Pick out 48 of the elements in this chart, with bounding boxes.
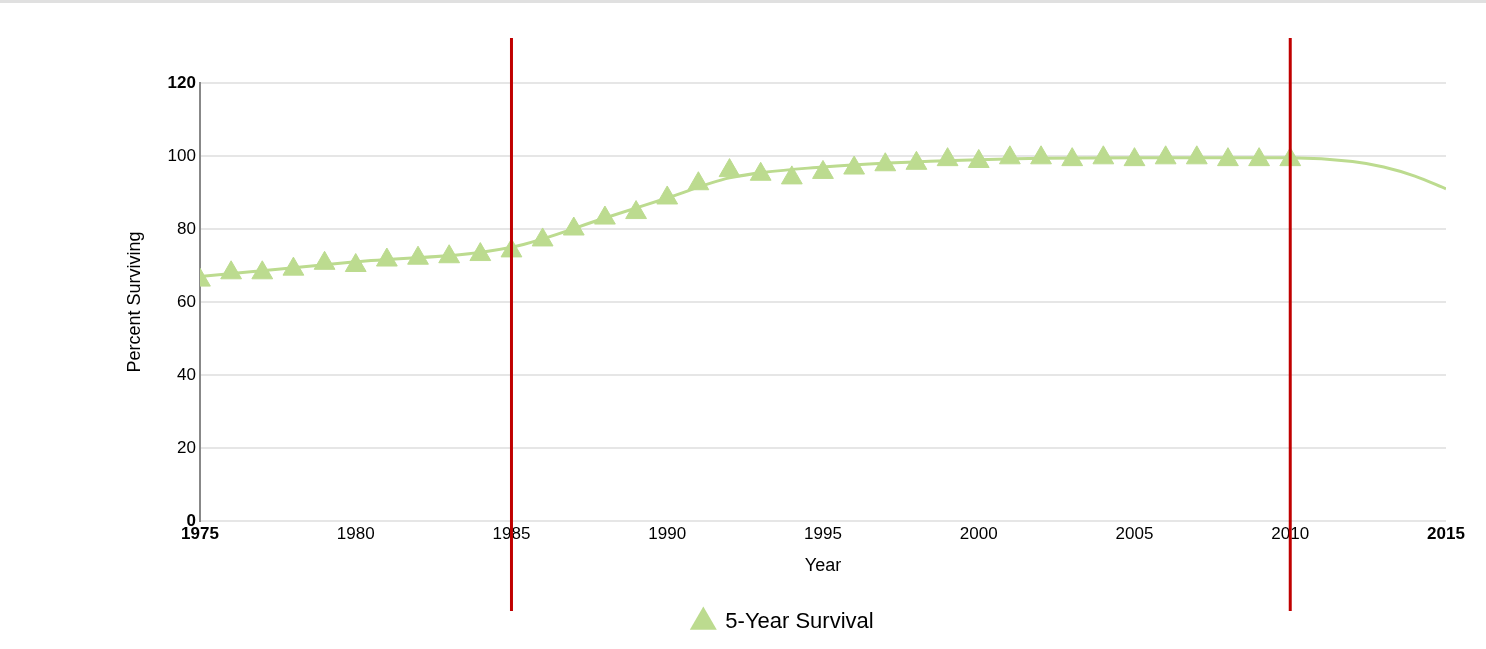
point <box>1030 145 1052 165</box>
y-tick-label: 20 <box>177 437 196 457</box>
point <box>562 216 585 236</box>
point <box>282 256 305 276</box>
x-tick-label: 1990 <box>648 523 687 543</box>
point <box>625 200 647 220</box>
point <box>438 244 461 264</box>
point <box>843 155 866 175</box>
point <box>594 205 616 225</box>
point <box>780 165 803 185</box>
y-axis-title: Percent Surviving <box>123 231 144 373</box>
point <box>1248 147 1270 167</box>
legend-label: 5-Year Survival <box>725 608 874 634</box>
y-tick-label: 120 <box>167 72 196 92</box>
point <box>812 159 834 179</box>
point <box>936 147 959 167</box>
point <box>531 227 554 247</box>
point <box>220 260 243 280</box>
point <box>1185 145 1208 165</box>
point <box>313 250 336 270</box>
point <box>656 185 679 205</box>
y-tick-label: 40 <box>177 364 196 384</box>
point <box>718 158 741 178</box>
x-tick-label: 2000 <box>959 523 998 543</box>
point <box>999 145 1021 165</box>
point <box>375 247 398 267</box>
y-tick-label: 100 <box>167 145 196 165</box>
point <box>1092 145 1115 165</box>
y-tick-label: 80 <box>177 218 196 238</box>
point <box>1123 147 1146 167</box>
point <box>874 152 897 172</box>
point <box>967 148 990 168</box>
y-tick-label: 60 <box>177 291 196 311</box>
x-tick-label: 2005 <box>1115 523 1154 543</box>
point <box>344 253 367 272</box>
x-tick-label: 1995 <box>804 523 842 543</box>
point <box>1154 145 1177 165</box>
point <box>1061 147 1084 167</box>
point <box>749 161 772 181</box>
point <box>687 171 710 191</box>
point <box>469 242 492 262</box>
x-axis-title: Year <box>804 555 842 576</box>
point <box>407 245 429 265</box>
point <box>905 150 928 170</box>
point <box>1217 147 1239 167</box>
x-tick-label: 1980 <box>336 523 375 543</box>
x-tick-label: 2015 <box>1427 523 1465 543</box>
point <box>251 260 274 280</box>
